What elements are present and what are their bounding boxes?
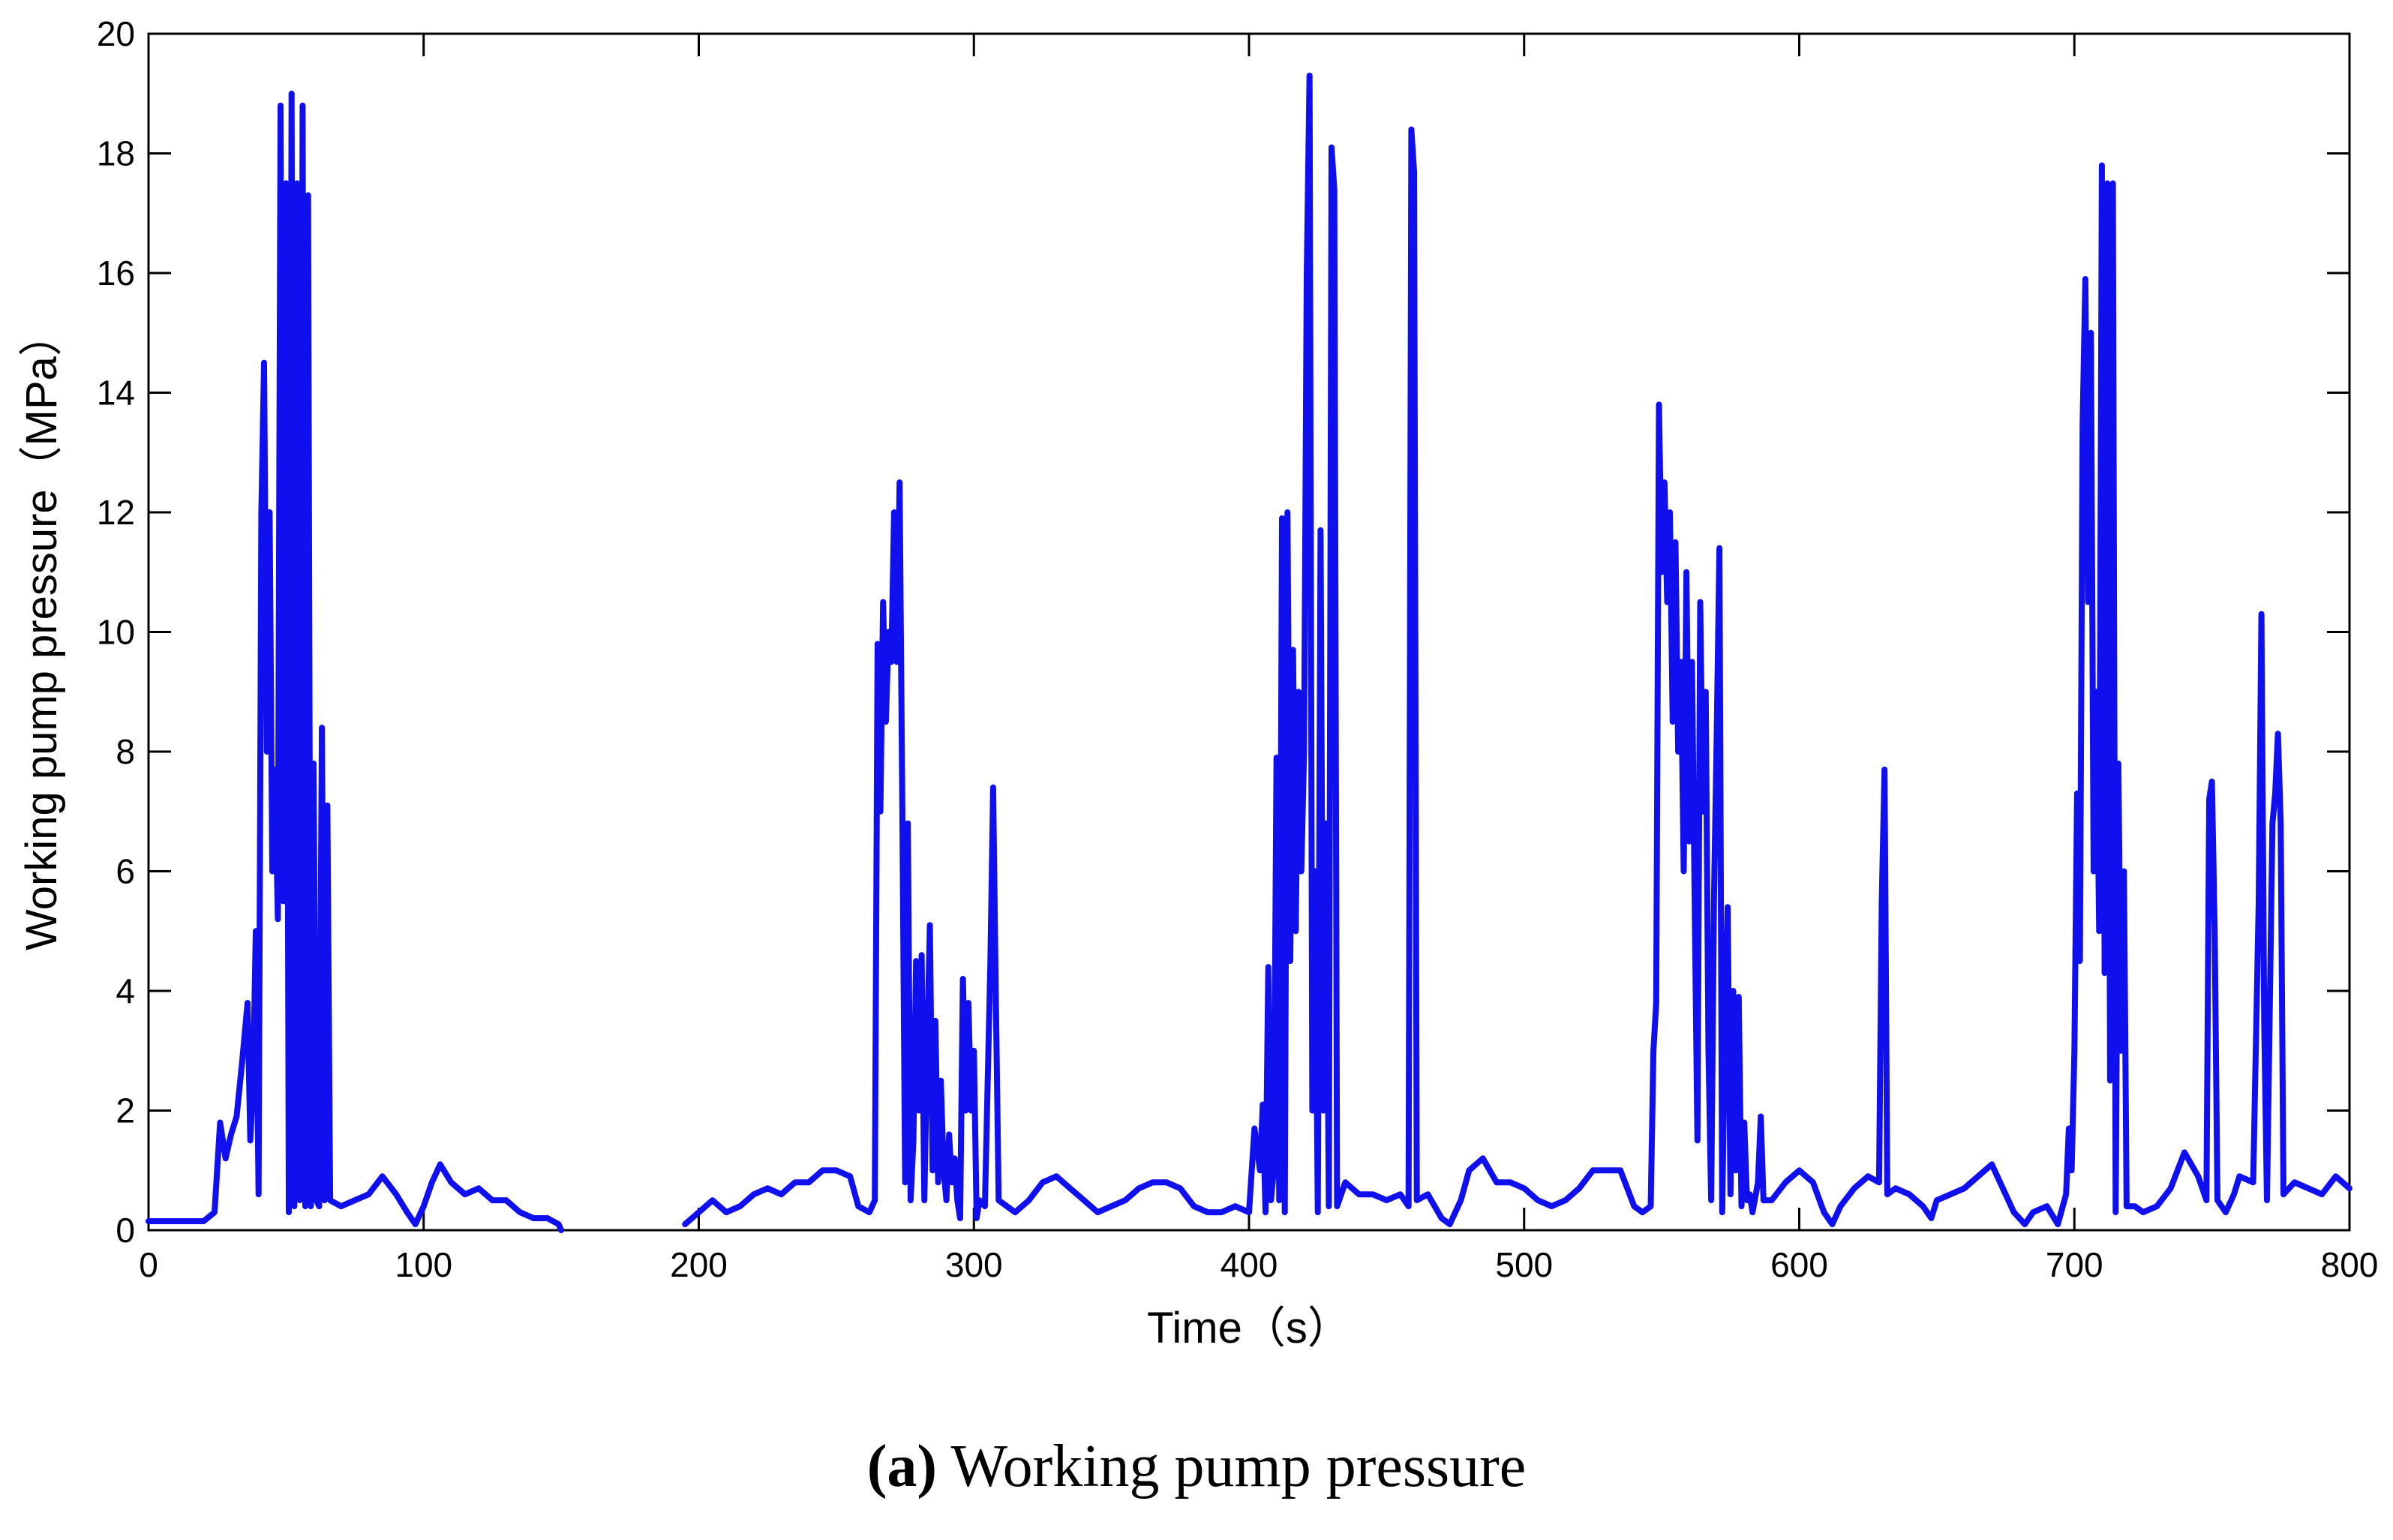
y-axis-label: Working pump pressure（MPa） <box>17 313 66 950</box>
x-axis-label: Time（s） <box>1147 1304 1351 1352</box>
y-tick-label: 14 <box>97 374 135 413</box>
caption-text: Working pump pressure <box>936 1433 1527 1499</box>
x-tick-label: 200 <box>670 1245 728 1284</box>
x-tick-label: 100 <box>395 1245 452 1284</box>
y-tick-label: 12 <box>97 493 135 532</box>
y-tick-label: 6 <box>116 852 135 891</box>
y-tick-label: 16 <box>97 254 135 293</box>
y-tick-label: 2 <box>116 1091 135 1130</box>
x-tick-label: 600 <box>1770 1245 1828 1284</box>
figure-caption: (a) Working pump pressure <box>0 1436 2393 1496</box>
x-tick-label: 700 <box>2046 1245 2103 1284</box>
y-tick-label: 4 <box>116 971 135 1010</box>
y-tick-label: 10 <box>97 613 135 652</box>
plot-frame <box>147 32 2351 1232</box>
x-axis-ticks: 0 100 200 300 400 500 600 700 800 <box>139 34 2378 1284</box>
series-line <box>146 72 2352 1233</box>
y-tick-label: 8 <box>116 732 135 771</box>
y-axis-ticks: 0 2 4 6 8 10 12 14 16 18 20 <box>97 14 2349 1250</box>
x-tick-label: 0 <box>139 1245 158 1284</box>
x-tick-label: 300 <box>945 1245 1003 1284</box>
y-tick-label: 0 <box>116 1211 135 1250</box>
caption-label: (a) <box>866 1433 937 1499</box>
y-tick-label: 20 <box>97 14 135 53</box>
y-tick-label: 18 <box>97 134 135 173</box>
x-tick-label: 500 <box>1495 1245 1553 1284</box>
x-tick-label: 400 <box>1221 1245 1278 1284</box>
x-tick-label: 800 <box>2321 1245 2379 1284</box>
